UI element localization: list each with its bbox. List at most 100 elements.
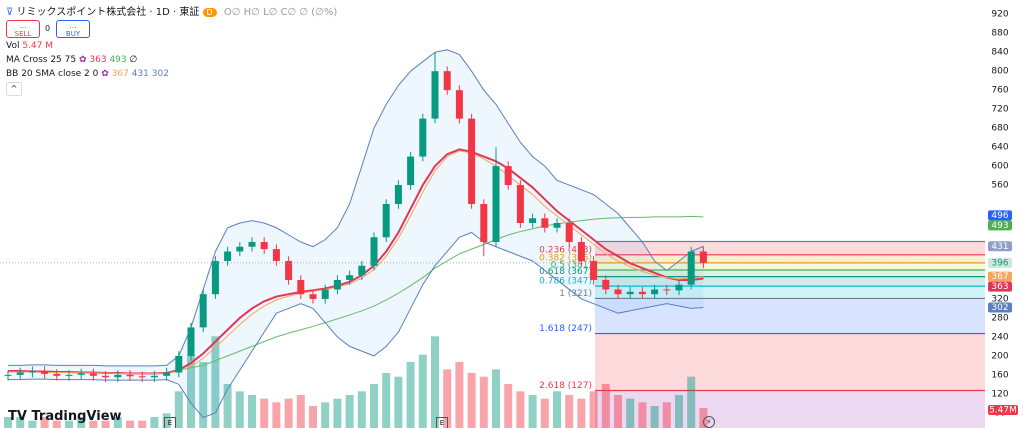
- candle-body: [89, 373, 97, 376]
- ohlc: O∅ H∅ L∅ C∅ ∅ (∅%): [223, 7, 338, 18]
- candle-body: [77, 373, 85, 375]
- candle-body: [529, 218, 537, 224]
- volume-bar: [284, 398, 293, 428]
- candle-body: [126, 374, 134, 377]
- fib-band: [595, 390, 985, 428]
- volume-bar: [662, 402, 671, 428]
- candle-body: [28, 371, 36, 373]
- candle-body: [614, 289, 622, 295]
- candle-body: [309, 294, 317, 299]
- volume-bar: [382, 373, 391, 428]
- earnings-marker[interactable]: E: [436, 417, 448, 428]
- collapse-button[interactable]: ^: [6, 82, 22, 96]
- y-tick-label: 320: [991, 294, 1008, 304]
- candle-body: [675, 284, 683, 291]
- ma-legend: MA Cross 25 75 ✿ 363 493 ∅: [6, 55, 138, 65]
- logo: 𝗧𝗩 TradingView: [8, 409, 122, 424]
- price-badge-label: 363: [991, 282, 1008, 292]
- volume-bar: [394, 376, 403, 428]
- price-badge-label: 496: [991, 211, 1008, 221]
- sell-button[interactable]: ... SELL: [6, 20, 40, 38]
- candle-body: [321, 289, 329, 299]
- candle-body: [150, 375, 158, 378]
- y-tick-label: 120: [991, 389, 1008, 399]
- candle-body: [602, 279, 610, 290]
- candle-body: [541, 218, 549, 228]
- buy-button[interactable]: ... BUY: [56, 20, 90, 38]
- volume-bar: [272, 402, 281, 428]
- candle-body: [492, 166, 500, 242]
- price-badge-label: 431: [991, 242, 1008, 252]
- bb-lower-value: 302: [151, 69, 169, 79]
- volume-bar: [528, 395, 537, 428]
- earnings-marker[interactable]: E: [164, 417, 176, 428]
- fib-band: [595, 241, 985, 255]
- market-badge: D: [202, 8, 217, 17]
- volume-bar: [455, 362, 464, 428]
- buy-label: BUY: [65, 30, 81, 38]
- indicator-line: [8, 150, 704, 374]
- spread: 0: [45, 24, 51, 33]
- y-tick-label: 760: [991, 86, 1008, 96]
- volume-bar: [626, 398, 635, 428]
- fib-band: [595, 286, 985, 299]
- volume-bar: [52, 420, 61, 428]
- fib-band: [595, 298, 985, 334]
- volume-bar: [4, 417, 12, 428]
- bb-basis-value: 367: [111, 69, 129, 79]
- candle-body: [382, 204, 390, 238]
- indicator-line: [8, 231, 704, 419]
- volume-bar: [235, 391, 244, 428]
- price-badge: [988, 257, 1012, 268]
- vol-title: Vol: [6, 41, 20, 51]
- candle-body: [114, 374, 122, 378]
- volume-bar: [553, 391, 561, 428]
- candle-body: [65, 374, 73, 376]
- title: リミックスポイント株式会社 · 1D · 東証: [16, 7, 200, 18]
- volume-bar: [516, 391, 525, 428]
- ma-short-value: 363: [89, 55, 107, 65]
- candle-body: [699, 251, 707, 263]
- volume-bar: [675, 395, 683, 428]
- candle-body: [443, 71, 451, 91]
- volume-bar: [248, 395, 256, 428]
- candle-body: [333, 279, 341, 290]
- volume-bar: [687, 376, 696, 428]
- y-tick-label: 920: [991, 10, 1008, 20]
- volume-bar: [431, 336, 439, 428]
- candle-body: [358, 265, 366, 276]
- ma-cross-value: ∅: [129, 55, 138, 65]
- candle-body: [590, 260, 598, 280]
- candle-body: [565, 223, 573, 242]
- y-tick-label: 240: [991, 332, 1008, 342]
- bb-legend: BB 20 SMA close 2 0 ✿ 367 431 302: [6, 69, 169, 79]
- candle-body: [211, 260, 219, 295]
- volume-bar: [187, 354, 195, 428]
- fib-label: 0.786 (347): [539, 277, 592, 287]
- price-badge-label: 302: [991, 303, 1008, 313]
- bb-upper-value: 431: [131, 69, 149, 79]
- y-tick-label: 880: [991, 29, 1008, 39]
- y-tick-label: 680: [991, 124, 1008, 134]
- candle-body: [455, 90, 463, 119]
- volume-bar: [650, 406, 659, 428]
- volume-badge-label: 5.47M: [989, 406, 1017, 416]
- symbol-title: ⊽ リミックスポイント株式会社 · 1D · 東証 D O∅ H∅ L∅ C∅ …: [6, 7, 338, 18]
- volume-bar: [260, 398, 269, 428]
- volume-bar: [309, 406, 317, 428]
- volume-bar: [492, 369, 500, 428]
- fib-band: [595, 276, 985, 287]
- candle-body: [297, 279, 305, 295]
- candle-body: [41, 371, 49, 374]
- volume-bar: [577, 398, 586, 428]
- volume-bar: [589, 391, 598, 428]
- sell-label: SELL: [14, 30, 32, 38]
- volume-bar: [638, 402, 647, 428]
- event-icon[interactable]: ⚡: [703, 416, 715, 428]
- volume-bar: [89, 420, 98, 428]
- candle-body: [224, 251, 232, 261]
- volume-bar: [321, 402, 330, 428]
- volume-bar: [370, 384, 378, 428]
- candle-body: [504, 166, 512, 186]
